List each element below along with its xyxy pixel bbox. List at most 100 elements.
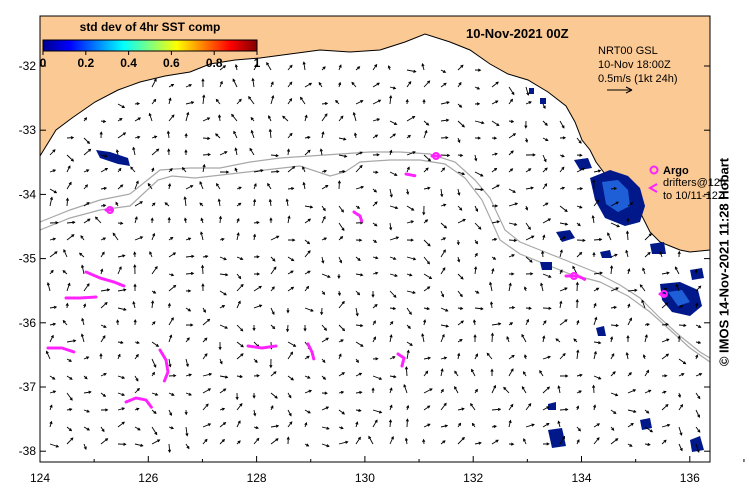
vector-arrow xyxy=(202,254,209,259)
vector-arrow xyxy=(372,63,378,71)
vector-arrow xyxy=(372,271,379,275)
vector-arrow xyxy=(66,220,76,225)
vector-arrow xyxy=(304,135,311,140)
vector-arrow xyxy=(406,134,411,139)
vector-arrow xyxy=(695,372,703,377)
argo-label: Argo xyxy=(663,165,689,177)
vector-arrow xyxy=(508,442,515,446)
vector-arrow xyxy=(576,222,581,227)
vector-arrow xyxy=(371,290,375,298)
vector-arrow xyxy=(202,307,206,313)
vector-arrow xyxy=(389,306,397,311)
vector-arrow xyxy=(355,205,361,209)
x-tick-label: 130 xyxy=(355,471,375,485)
vector-arrow xyxy=(253,409,257,417)
vector-arrow xyxy=(559,374,569,378)
vector-arrow xyxy=(185,271,195,276)
vector-arrow xyxy=(49,149,56,156)
vector-arrow xyxy=(389,356,396,360)
vector-arrow xyxy=(270,424,280,428)
vector-arrow xyxy=(576,439,580,445)
vector-arrow xyxy=(406,151,416,156)
vector-arrow xyxy=(457,352,461,360)
vector-arrow xyxy=(389,404,393,411)
vector-arrow xyxy=(372,320,376,326)
vector-arrow xyxy=(134,117,142,122)
vector-arrow xyxy=(661,338,670,343)
vector-arrow xyxy=(321,256,325,264)
vector-arrow xyxy=(287,215,291,224)
vector-arrow xyxy=(440,222,448,229)
vector-arrow xyxy=(270,324,276,330)
vector-arrow xyxy=(130,166,136,173)
vector-arrow xyxy=(457,256,461,263)
vector-arrow xyxy=(200,231,204,241)
vector-arrow xyxy=(677,335,681,343)
vector-arrow xyxy=(83,443,87,450)
vector-arrow xyxy=(304,250,311,258)
vector-arrow xyxy=(286,148,291,156)
vector-arrow xyxy=(338,256,343,264)
vector-arrow xyxy=(372,357,379,361)
vector-arrow xyxy=(642,354,646,360)
vector-arrow xyxy=(337,273,341,279)
vector-arrow xyxy=(525,306,532,310)
vector-arrow xyxy=(199,181,204,190)
vector-arrow xyxy=(627,409,637,413)
vector-arrow xyxy=(202,403,209,411)
vector-arrow xyxy=(423,286,431,292)
drifters-line-2: to 10/11-12Z xyxy=(663,190,725,202)
vector-arrow xyxy=(150,217,154,224)
vector-arrow xyxy=(304,149,311,156)
vector-arrow xyxy=(100,408,109,412)
vector-arrow xyxy=(185,84,193,88)
vector-arrow xyxy=(440,440,446,445)
vector-arrow xyxy=(94,216,102,224)
vector-arrow xyxy=(470,402,476,411)
vector-arrow xyxy=(83,356,90,360)
vector-arrow xyxy=(287,341,297,347)
vector-arrow xyxy=(134,201,144,207)
vector-arrow xyxy=(610,409,617,414)
vector-arrow xyxy=(66,437,74,445)
vector-arrow xyxy=(457,81,462,88)
vector-arrow xyxy=(338,426,344,430)
vector-arrow xyxy=(168,97,172,105)
vector-arrow xyxy=(282,115,289,122)
vector-arrow xyxy=(100,426,105,433)
vector-arrow xyxy=(168,392,175,396)
vector-arrow xyxy=(472,319,477,326)
vector-arrow xyxy=(508,368,514,377)
vector-arrow xyxy=(337,290,341,297)
vector-arrow xyxy=(389,222,393,231)
vector-arrow xyxy=(559,186,566,190)
vector-arrow xyxy=(83,218,91,224)
vector-arrow xyxy=(610,222,620,228)
vector-arrow xyxy=(217,198,221,207)
vector-arrow xyxy=(440,290,445,298)
vector-arrow xyxy=(592,251,596,258)
vector-arrow xyxy=(423,370,429,377)
vector-arrow xyxy=(66,392,73,401)
vector-arrow xyxy=(287,165,296,173)
vector-arrow xyxy=(352,111,357,122)
vector-arrow xyxy=(355,164,363,173)
vector-arrow xyxy=(542,120,548,126)
vector-arrow xyxy=(219,407,226,411)
vector-arrow xyxy=(678,358,687,365)
vector-arrow xyxy=(321,113,328,122)
vector-arrow xyxy=(610,336,614,343)
vector-arrow xyxy=(100,392,107,397)
vector-arrow xyxy=(62,270,68,275)
vector-arrow xyxy=(100,167,109,173)
vector-arrow xyxy=(199,202,204,207)
vector-arrow xyxy=(610,201,619,207)
vector-arrow xyxy=(83,390,92,394)
vector-arrow xyxy=(625,351,629,360)
credit-text: © IMOS 14-Nov-2021 11:28 Hobart xyxy=(716,157,732,367)
vector-arrow xyxy=(406,404,410,411)
vector-arrow xyxy=(593,341,602,345)
vector-arrow xyxy=(83,137,91,145)
vector-arrow xyxy=(406,205,415,211)
vector-arrow xyxy=(151,392,159,396)
